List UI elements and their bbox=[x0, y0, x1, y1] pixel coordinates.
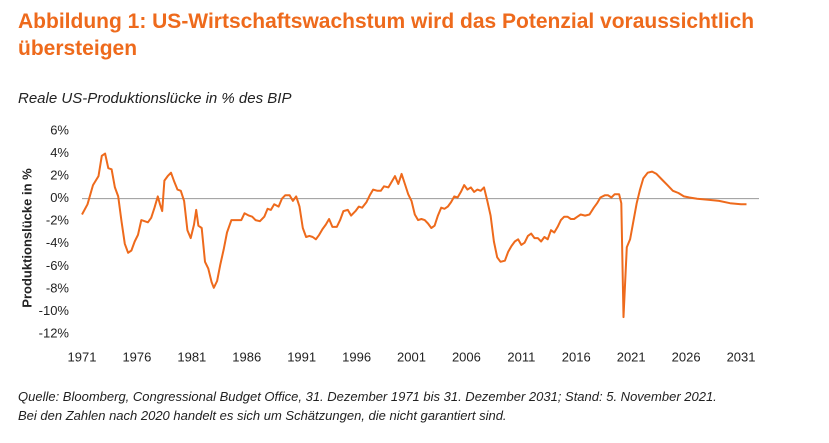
footnote-line: Bei den Zahlen nach 2020 handelt es sich… bbox=[18, 408, 507, 423]
line-series bbox=[81, 152, 747, 319]
x-tick-label: 1996 bbox=[342, 349, 371, 364]
y-tick-label: -12% bbox=[39, 325, 70, 340]
footnote-line: Quelle: Bloomberg, Congressional Budget … bbox=[18, 389, 717, 404]
chart-title: Abbildung 1: US-Wirtschaftswachstum wird… bbox=[18, 10, 755, 60]
x-tick-label: 1976 bbox=[122, 349, 151, 364]
y-tick-label: 4% bbox=[50, 145, 69, 160]
x-tick-label: 2016 bbox=[562, 349, 591, 364]
chart-subtitle: Reale US-Produktionslücke in % des BIP bbox=[18, 90, 292, 107]
y-tick-label: -2% bbox=[46, 213, 70, 228]
y-tick-label: 0% bbox=[50, 190, 69, 205]
x-tick-label: 1971 bbox=[68, 349, 97, 364]
y-tick-label: -10% bbox=[39, 303, 70, 318]
x-tick-label: 2021 bbox=[617, 349, 646, 364]
x-tick-label: 2006 bbox=[452, 349, 481, 364]
footnote: Quelle: Bloomberg, Congressional Budget … bbox=[18, 387, 717, 425]
y-tick-label: 6% bbox=[50, 122, 69, 137]
y-axis-label: Produktionslücke in % bbox=[19, 168, 34, 308]
chart: Produktionslücke in % 6% 4% 2% 0% -2% -4% -6% -… bbox=[19, 122, 759, 364]
x-tick-label: 2011 bbox=[507, 349, 535, 364]
x-tick-label: 1991 bbox=[287, 349, 316, 364]
x-tick-label: 2026 bbox=[672, 349, 701, 364]
y-tick-label: -8% bbox=[46, 280, 70, 295]
x-tick-label: 1981 bbox=[177, 349, 206, 364]
x-tick-label: 2031 bbox=[727, 349, 756, 364]
y-tick-label: -6% bbox=[46, 258, 70, 273]
x-tick-label: 1986 bbox=[232, 349, 261, 364]
x-tick-label: 2001 bbox=[397, 349, 426, 364]
y-tick-label: -4% bbox=[46, 235, 70, 250]
y-tick-label: 2% bbox=[50, 168, 69, 183]
